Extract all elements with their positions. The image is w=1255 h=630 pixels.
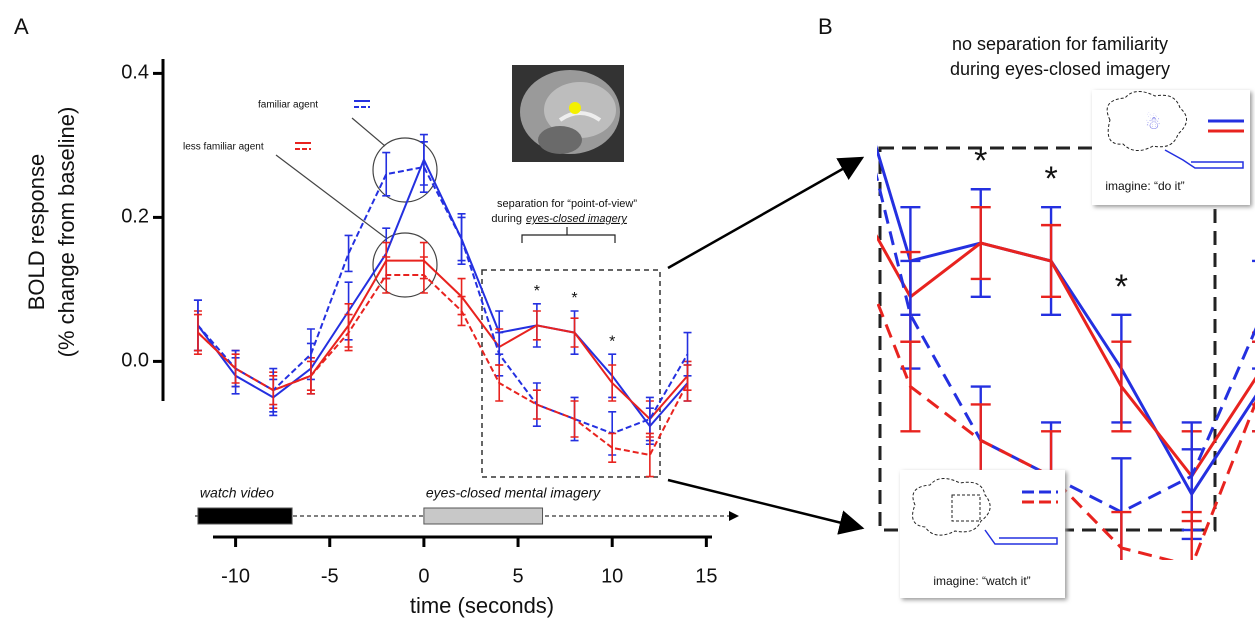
- phase-label: eyes-closed mental imagery: [426, 485, 601, 501]
- x-tick-label: 5: [512, 565, 523, 587]
- error-bar: [900, 340, 921, 433]
- zoom-arrow: [667, 156, 865, 270]
- error-bar: [570, 317, 579, 348]
- series-line: [877, 297, 1255, 560]
- error-bar: [830, 0, 850, 82]
- panel-label: B: [818, 14, 833, 39]
- error-bar: [683, 364, 692, 402]
- x-tick-label: 0: [418, 565, 429, 587]
- error-bar: [382, 151, 391, 197]
- error-bar: [344, 234, 353, 273]
- error-bar: [306, 360, 315, 391]
- y-tick-label: 0.4: [121, 62, 149, 84]
- error-bar: [457, 295, 466, 327]
- error-bar: [760, 37, 780, 127]
- x-tick-label: 15: [695, 565, 717, 587]
- error-bar: [193, 313, 202, 352]
- error-bar: [269, 375, 278, 406]
- series-line: [197, 274, 689, 457]
- legend-label: familiar agent: [258, 100, 318, 111]
- error-bar: [830, 171, 850, 243]
- legend-label: imagine: “do it”: [1105, 179, 1184, 193]
- error-bar: [495, 364, 504, 402]
- legend-box: ☃: [900, 90, 1250, 598]
- error-bar: [344, 313, 353, 352]
- y-axis-label: (% change from baseline): [54, 107, 79, 358]
- error-bar: [408, 315, 428, 387]
- series-line: [197, 157, 689, 428]
- x-axis-label: time (seconds): [410, 593, 554, 618]
- series-line: [877, 145, 1255, 498]
- error-bar: [608, 364, 617, 402]
- error-bar: [689, 73, 709, 163]
- zoom-arrow: [667, 478, 865, 535]
- error-bar: [549, 288, 569, 414]
- series-line: [877, 234, 1255, 479]
- error-bar: [549, 333, 569, 405]
- error-bar: [549, 324, 569, 414]
- error-bar: [619, 216, 639, 306]
- chart-title: during eyes-closed imagery: [950, 59, 1170, 79]
- significance-star: *: [609, 333, 615, 350]
- x-tick-label: -10: [221, 565, 250, 587]
- note: separation for “point-of-view”: [497, 198, 637, 210]
- x-tick-label: -5: [321, 565, 339, 587]
- error-bar: [689, 37, 709, 127]
- phase-bar: [423, 507, 544, 525]
- error-bar: [830, 0, 850, 91]
- error-bar: [532, 310, 541, 341]
- error-bar: [419, 141, 428, 193]
- panel-a-plot: 0.0 0.2 0.4 -10 -5 0 5 10 15 time (seconds) BOLD r…: [24, 59, 739, 618]
- error-bar: [608, 432, 617, 463]
- significance-star: *: [1044, 160, 1057, 198]
- error-bar: [382, 256, 391, 294]
- error-bar: [457, 213, 466, 265]
- error-bar: [549, 252, 569, 378]
- series-line: [877, 172, 1255, 514]
- y-axis-label: BOLD response: [24, 154, 49, 311]
- error-bar: [1181, 510, 1202, 560]
- phase-bar: [197, 507, 293, 525]
- error-bar: [570, 400, 579, 438]
- error-bar: [645, 432, 654, 478]
- error-bar: [970, 205, 991, 281]
- significance-star: *: [534, 283, 540, 300]
- legend-label: imagine: “watch it”: [933, 574, 1030, 588]
- error-bar: [1041, 223, 1062, 299]
- error-bar: [532, 389, 541, 420]
- error-bar: [419, 256, 428, 294]
- note: eyes-closed imagery: [526, 213, 628, 225]
- error-bar: [1111, 510, 1132, 560]
- error-bar: [689, 1, 709, 127]
- significance-star: *: [571, 290, 577, 307]
- phase-label: watch video: [200, 485, 274, 501]
- y-tick-label: 0.2: [121, 206, 149, 228]
- brace: [521, 227, 616, 243]
- icon: ☃: [1145, 112, 1161, 133]
- y-tick-label: 0.0: [121, 350, 149, 372]
- error-bar: [760, 73, 780, 163]
- x-tick-label: 10: [601, 565, 623, 587]
- zoom-box: [481, 269, 661, 478]
- significance-star: *: [974, 142, 987, 180]
- error-bar: [408, 306, 428, 396]
- significance-star: *: [1115, 268, 1128, 306]
- error-bar: [231, 353, 240, 384]
- highlight: [275, 117, 438, 298]
- error-bar: [408, 324, 428, 414]
- chart-title: no separation for familiarity: [952, 34, 1168, 54]
- error-bar: [970, 403, 991, 478]
- brain-image: [512, 65, 624, 162]
- legend-label: less familiar agent: [183, 142, 264, 153]
- panel-b-plot: * * *: [408, 0, 1255, 560]
- error-bar: [1111, 340, 1132, 433]
- series-line: [197, 165, 689, 435]
- note: during: [491, 213, 522, 225]
- error-bar: [408, 306, 428, 396]
- panel-label: A: [14, 14, 29, 39]
